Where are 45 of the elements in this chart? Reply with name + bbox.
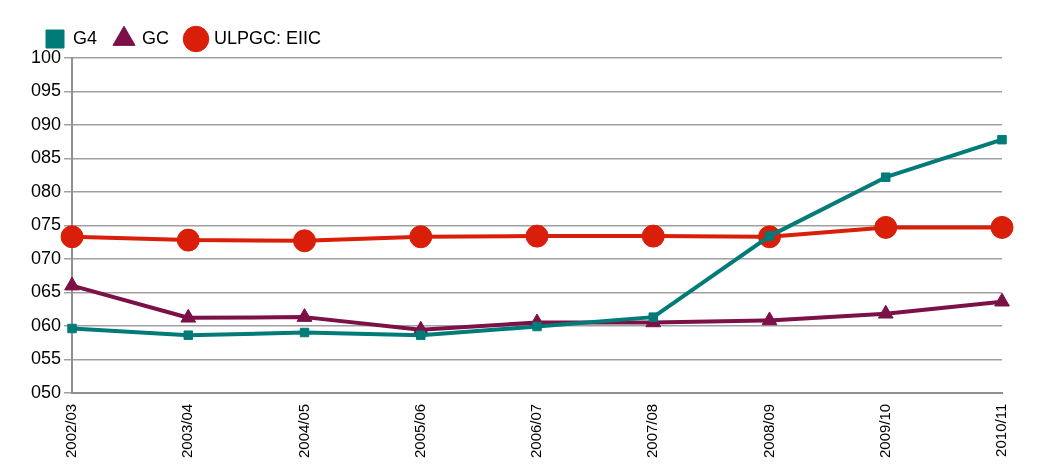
x-tick-label: 2010/11 bbox=[992, 403, 1010, 457]
point bbox=[176, 228, 200, 252]
y-tick-label: 085 bbox=[30, 147, 62, 168]
y-tick-label: 065 bbox=[30, 281, 62, 302]
point bbox=[874, 215, 898, 239]
x-tick-label: 2007/08 bbox=[643, 403, 661, 459]
x-tick-label: 2006/07 bbox=[527, 403, 545, 459]
point bbox=[409, 225, 433, 249]
y-tick-label: 095 bbox=[30, 80, 62, 101]
point bbox=[877, 304, 894, 319]
point bbox=[416, 330, 426, 340]
y-tick-label: 080 bbox=[30, 180, 62, 201]
x-tick-label: 2003/04 bbox=[178, 403, 196, 459]
point bbox=[881, 172, 891, 182]
legend-label: G4 bbox=[73, 27, 98, 48]
point bbox=[299, 327, 310, 338]
point bbox=[532, 321, 542, 332]
y-tick-label: 060 bbox=[30, 314, 62, 335]
point bbox=[990, 215, 1014, 239]
point bbox=[293, 229, 317, 253]
point bbox=[648, 312, 659, 322]
point bbox=[64, 276, 80, 291]
legend-label: ULPGC: EIIC bbox=[214, 27, 322, 48]
x-tick-label: 2005/06 bbox=[410, 403, 428, 459]
point bbox=[994, 292, 1010, 307]
point bbox=[525, 224, 549, 248]
y-tick-label: 100 bbox=[30, 46, 62, 67]
y-tick-label: 050 bbox=[30, 381, 62, 402]
y-tick-label: 090 bbox=[30, 113, 62, 134]
point bbox=[641, 224, 665, 248]
x-tick-label: 2004/05 bbox=[294, 403, 312, 459]
x-tick-label: 2008/09 bbox=[759, 403, 777, 459]
x-tick-label: 2009/10 bbox=[875, 403, 893, 459]
y-tick-label: 055 bbox=[30, 348, 62, 369]
point bbox=[296, 308, 313, 322]
point bbox=[180, 308, 197, 323]
point bbox=[761, 311, 778, 326]
y-tick-label: 070 bbox=[30, 247, 62, 268]
legend-label: GC bbox=[142, 27, 170, 48]
point bbox=[997, 134, 1007, 145]
point bbox=[60, 225, 84, 249]
point bbox=[67, 323, 77, 334]
y-tick-label: 075 bbox=[30, 214, 62, 235]
point bbox=[183, 330, 194, 340]
x-tick-label: 2002/03 bbox=[62, 403, 80, 459]
